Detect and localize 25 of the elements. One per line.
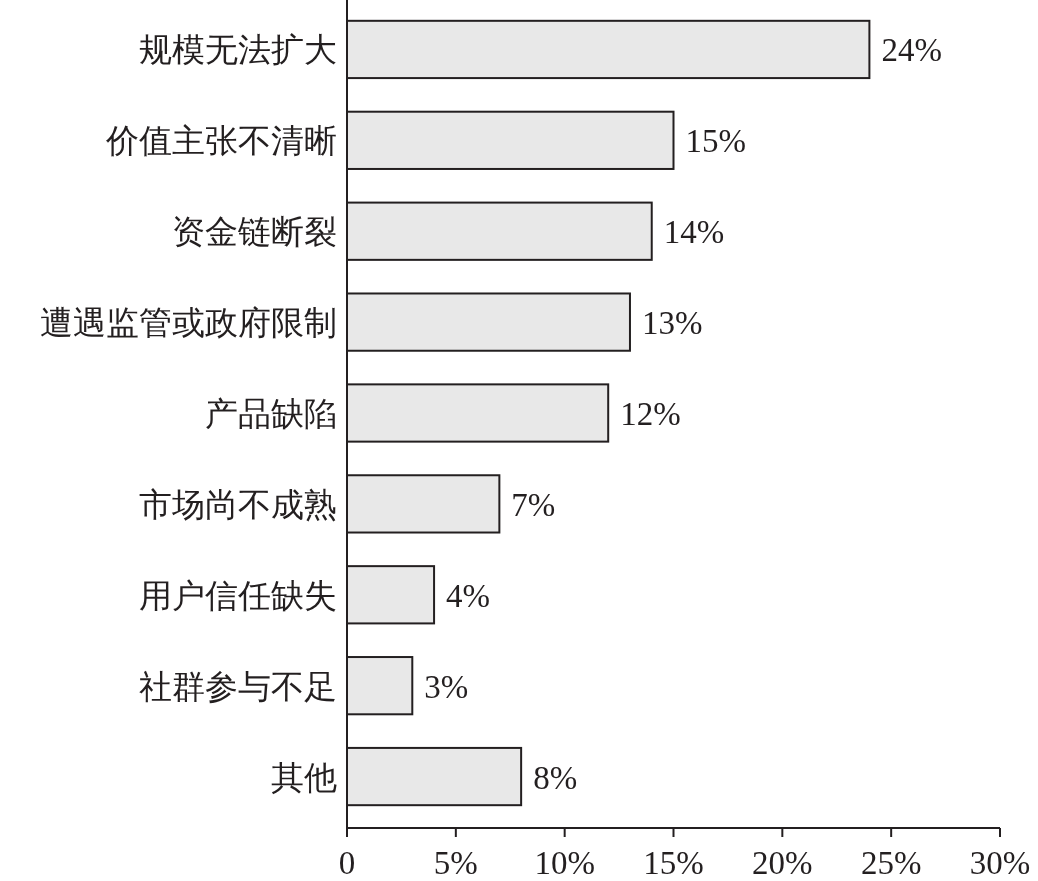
data-label: 12% [620, 396, 681, 432]
data-label: 14% [663, 214, 725, 251]
data-label: 24% [881, 32, 942, 69]
y-tick-label: 资金链断裂 [172, 214, 337, 251]
y-tick-label: 遭遇监管或政府限制 [40, 305, 337, 342]
data-label: 7% [511, 486, 556, 523]
x-tick-label: 30% [969, 845, 1031, 881]
y-tick-label: 规模无法扩大 [139, 32, 337, 69]
y-tick-label: 其他 [271, 759, 337, 796]
y-tick-label: 社群参与不足 [139, 668, 337, 705]
x-tick-label: 0 [338, 845, 356, 881]
y-tick-label: 用户信任缺失 [139, 577, 337, 614]
data-label: 15% [685, 123, 746, 160]
y-tick-label: 价值主张不清晰 [105, 123, 337, 160]
y-tick-label: 市场尚不成熟 [139, 486, 337, 523]
x-tick-label: 20% [752, 845, 813, 881]
x-tick-label: 5% [433, 845, 478, 881]
x-tick-label: 10% [534, 845, 595, 881]
data-label: 3% [424, 668, 469, 705]
data-label: 4% [446, 577, 491, 614]
data-label: 8% [533, 759, 578, 796]
y-tick-label: 产品缺陷 [205, 396, 337, 432]
x-tick-label: 15% [643, 845, 704, 881]
x-tick-label: 25% [860, 845, 922, 881]
data-label: 13% [641, 305, 703, 342]
